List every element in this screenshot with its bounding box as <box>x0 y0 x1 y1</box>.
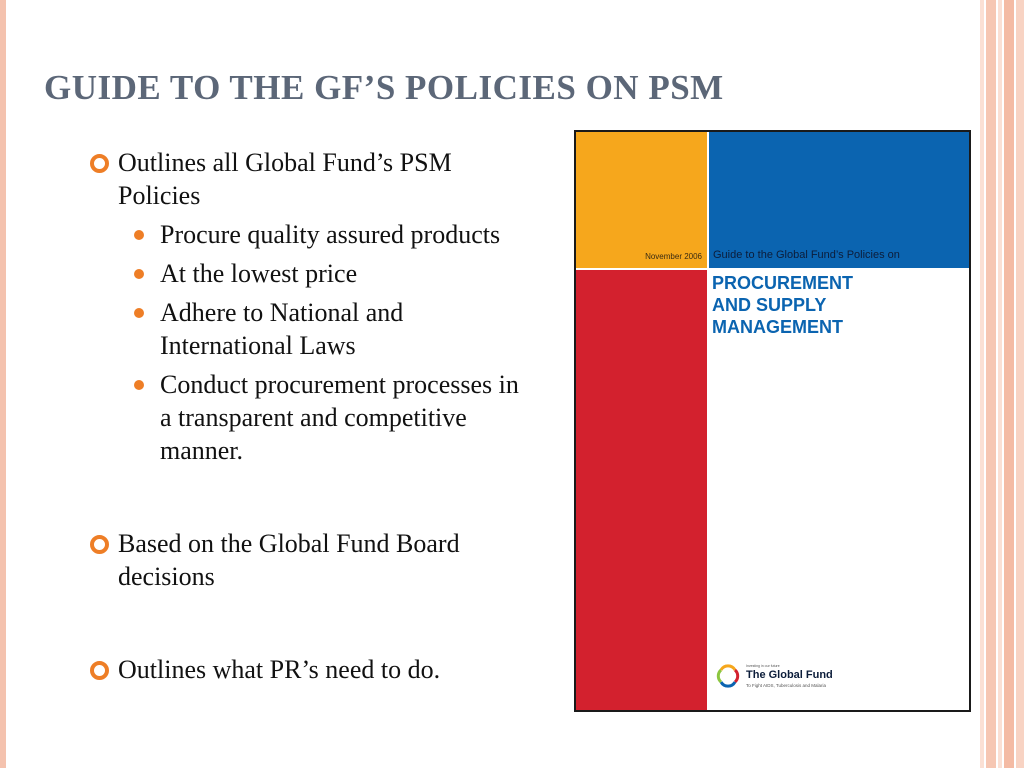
left-border-strip <box>0 0 6 768</box>
orange-dot-bullet-icon <box>134 308 144 318</box>
sub-bullet-item: At the lowest price <box>90 257 520 290</box>
global-fund-logo-icon <box>716 664 740 688</box>
sub-bullet-item: Conduct procurement processes in a trans… <box>90 368 520 467</box>
cover-logo-subtitle: To Fight AIDS, Tuberculosis and Malaria <box>746 683 827 688</box>
orange-ring-bullet-icon <box>90 535 109 554</box>
cover-yellow-block <box>576 132 707 268</box>
cover-logo-tagline: Investing in our future <box>746 664 780 668</box>
document-cover-image: November 2006 Guide to the Global Fund’s… <box>574 130 971 712</box>
cover-red-block <box>576 270 707 710</box>
bullet-item: Outlines what PR’s need to do. <box>90 653 520 686</box>
slide-title: GUIDE TO THE GF’S POLICIES ON PSM <box>44 68 724 107</box>
orange-ring-bullet-icon <box>90 154 109 173</box>
orange-ring-bullet-icon <box>90 661 109 680</box>
cover-date: November 2006 <box>645 252 702 261</box>
sub-bullet-text: Conduct procurement processes in a trans… <box>160 370 519 465</box>
sub-bullet-item: Adhere to National and International Law… <box>90 296 520 362</box>
cover-heading: PROCUREMENT AND SUPPLY MANAGEMENT <box>712 272 952 338</box>
cover-guide-line: Guide to the Global Fund’s Policies on <box>713 249 900 261</box>
cover-logo-name: The Global Fund <box>746 669 833 681</box>
orange-dot-bullet-icon <box>134 380 144 390</box>
cover-heading-line: PROCUREMENT <box>712 273 854 293</box>
bullet-text: Based on the Global Fund Board decisions <box>118 529 460 591</box>
sub-bullet-text: At the lowest price <box>160 259 358 288</box>
cover-blue-block <box>709 132 969 268</box>
sub-bullet-item: Procure quality assured products <box>90 218 520 251</box>
orange-dot-bullet-icon <box>134 269 144 279</box>
slide-body: Outlines all Global Fund’s PSM Policies … <box>90 146 520 686</box>
cover-divider <box>707 132 709 710</box>
bullet-item: Based on the Global Fund Board decisions <box>90 527 520 593</box>
sub-bullet-text: Adhere to National and International Law… <box>160 298 404 360</box>
sub-bullet-text: Procure quality assured products <box>160 220 501 249</box>
cover-heading-line: MANAGEMENT <box>712 317 843 337</box>
bullet-text: Outlines all Global Fund’s PSM Policies <box>118 148 452 210</box>
orange-dot-bullet-icon <box>134 230 144 240</box>
right-decorative-stripes <box>980 0 1024 768</box>
bullet-text: Outlines what PR’s need to do. <box>118 655 441 684</box>
cover-heading-line: AND SUPPLY <box>712 295 827 315</box>
bullet-item: Outlines all Global Fund’s PSM Policies <box>90 146 520 212</box>
